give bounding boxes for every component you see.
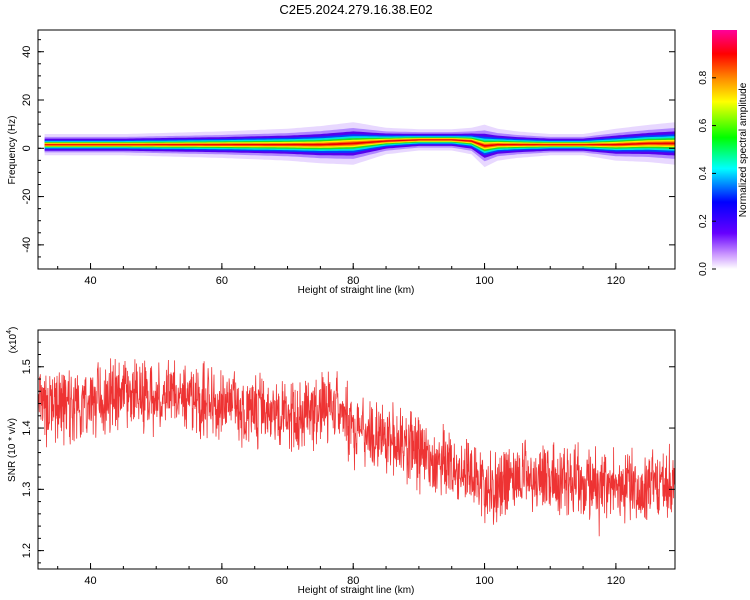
x-tick-label: 80	[347, 575, 359, 587]
colorbar: 0.0 0.2 0.4 0.6 0.8 Normalized spectral ampl…	[698, 30, 749, 276]
spectrogram-panel: 40 60 80 100 120 40 20 0 -20 -40 Height of strai…	[7, 29, 676, 296]
spectrogram-frame	[37, 29, 676, 270]
snr-panel: 40 60 80 100 120 1.5 1.4 1.3 1.2 Height of stra…	[6, 327, 676, 596]
y-tick-label: 1.4	[21, 420, 33, 435]
chart-title: C2E5.2024.279.16.38.E02	[279, 2, 432, 17]
spectrogram-band-level	[44, 139, 675, 147]
colorbar-tick-label: 0.8	[698, 70, 709, 84]
colorbar-tick-label: 0.2	[698, 214, 709, 228]
spectrogram-heatmap	[44, 122, 675, 168]
colorbar-label: Normalized spectral amplitude	[738, 82, 749, 217]
x-tick-label: 60	[216, 275, 228, 287]
y-tick-label: 1.5	[21, 359, 33, 374]
y-tick-label: 20	[21, 94, 33, 106]
spectrogram-x-label: Height of straight line (km)	[298, 285, 415, 296]
spectrogram-x-ticks: 40 60 80 100 120	[57, 263, 650, 287]
spectrogram-y-label: Frequency (Hz)	[7, 116, 18, 185]
colorbar-tick-label: 0.4	[698, 166, 709, 180]
colorbar-ticks: 0.0 0.2 0.4 0.6 0.8	[698, 70, 716, 276]
x-tick-label: 120	[607, 575, 625, 587]
y-tick-label: 40	[21, 46, 33, 58]
snr-x-label: Height of straight line (km)	[298, 585, 415, 596]
snr-series-line	[38, 358, 675, 537]
x-tick-label: 100	[475, 275, 493, 287]
colorbar-tick-label: 0.6	[698, 118, 709, 132]
snr-y-label: SNR (10 * v/v)	[7, 418, 18, 482]
snr-multiplier-text: (x104)	[6, 327, 19, 354]
y-tick-label: 1.3	[21, 482, 33, 497]
colorbar-tick-label: 0.0	[698, 262, 709, 276]
snr-x-ticks: 40 60 80 100 120	[57, 563, 650, 587]
snr-y-ticks: 1.5 1.4 1.3 1.2	[21, 341, 675, 564]
snr-multiplier-exp: 4	[6, 330, 13, 334]
snr-frame	[37, 329, 676, 570]
x-tick-label: 120	[607, 275, 625, 287]
y-tick-label: -20	[21, 189, 33, 205]
y-tick-label: 1.2	[21, 543, 33, 558]
x-tick-label: 40	[84, 275, 96, 287]
x-tick-label: 40	[84, 575, 96, 587]
y-tick-label: 0	[21, 145, 33, 151]
x-tick-label: 60	[216, 575, 228, 587]
x-tick-label: 100	[475, 575, 493, 587]
snr-multiplier: (x104)	[6, 327, 19, 354]
spectrogram-y-ticks: 40 20 0 -20 -40	[21, 39, 675, 270]
x-tick-label: 80	[347, 275, 359, 287]
colorbar-gradient	[712, 30, 737, 269]
y-tick-label: -40	[21, 237, 33, 253]
